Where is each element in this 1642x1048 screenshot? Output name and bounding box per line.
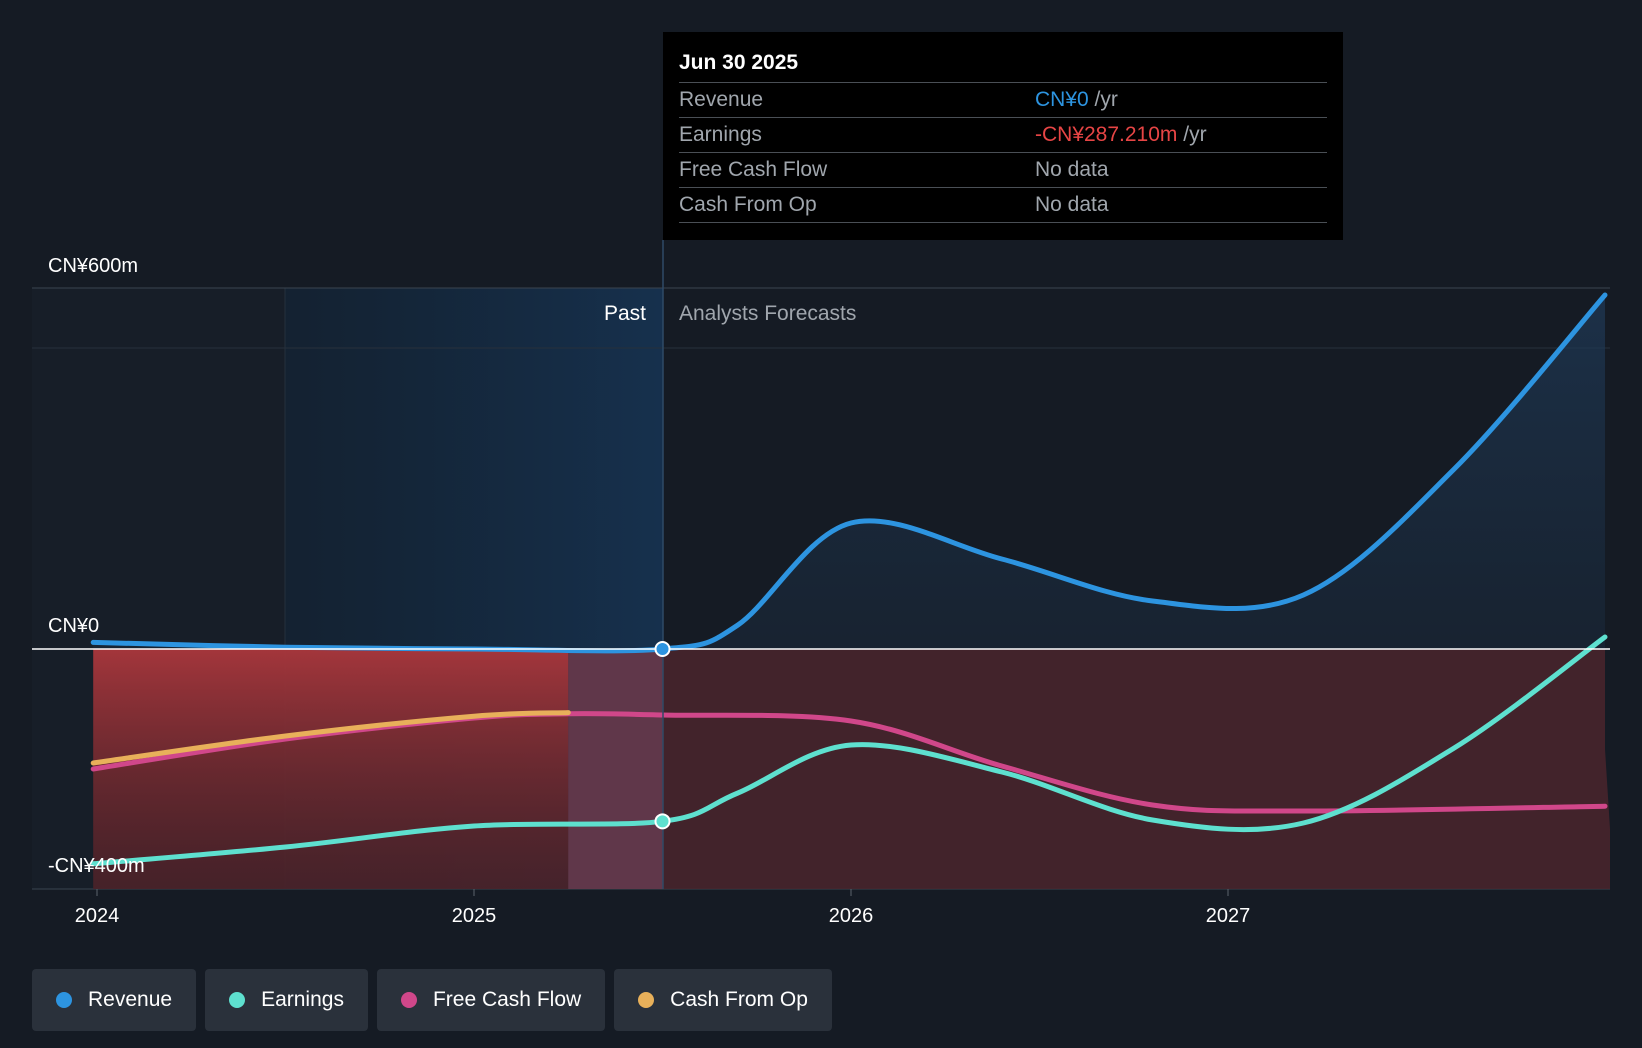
y-label-top: CN¥600m [48,255,138,277]
y-label-bottom: -CN¥400m [48,855,145,877]
hover-markers [654,641,671,830]
revenue-area [93,295,1606,651]
tooltip-row-revenue: Revenue CN¥0 /yr [679,83,1327,118]
tooltip-unit: /yr [1088,88,1118,111]
past-label: Past [604,302,646,325]
past-negative-area [93,649,569,889]
legend-item-cash-from-op[interactable]: Cash From Op [614,969,832,1031]
legend-dot-icon [56,992,72,1008]
x-axis: 2024 2025 2026 2027 [75,889,1251,927]
x-tick-label: 2024 [75,905,120,927]
tooltip-label: Earnings [679,123,762,146]
x-tick-label: 2027 [1206,905,1251,927]
legend-label: Earnings [261,988,344,1011]
tooltip-label: Revenue [679,88,764,111]
tooltip-label: Free Cash Flow [679,158,828,181]
tooltip-date: Jun 30 2025 [679,46,1327,83]
earnings-line [90,634,1608,867]
earnings-marker [654,813,671,830]
forecast-label: Analysts Forecasts [679,302,856,325]
legend-dot-icon [229,992,246,1008]
legend-label: Revenue [88,988,173,1011]
x-tick-label: 2025 [452,905,497,927]
tooltip-row-earnings: Earnings -CN¥287.210m /yr [679,118,1327,153]
x-tick-label: 2026 [829,905,874,927]
cash-from-op-line [90,710,571,766]
tooltip-row-fcf: Free Cash Flow No data [679,153,1327,188]
legend-item-earnings[interactable]: Earnings [205,969,368,1031]
legend-dot-icon [638,992,655,1008]
legend-label: Free Cash Flow [432,988,582,1011]
tooltip-row-cfo: Cash From Op No data [679,188,1327,223]
legend-item-revenue[interactable]: Revenue [32,969,197,1031]
tooltip-unit: /yr [1177,123,1207,146]
y-label-zero: CN¥0 [48,615,99,637]
legend-dot-icon [400,992,417,1008]
tooltip-panel: Jun 30 2025 Revenue CN¥0 /yr Earnings -C… [663,32,1343,240]
tooltip-label: Cash From Op [679,193,817,216]
legend-label: Cash From Op [670,988,808,1011]
revenue-marker [654,641,671,657]
tooltip-value: No data [1035,158,1109,181]
tooltip-value: -CN¥287.210m [1035,123,1178,146]
legend-item-free-cash-flow[interactable]: Free Cash Flow [376,969,606,1031]
tooltip-value: No data [1035,193,1109,216]
tooltip-value: CN¥0 [1035,88,1089,111]
past-negative-area-recent [568,649,663,889]
legend: Revenue Earnings Free Cash Flow Cash Fro… [32,969,832,1031]
